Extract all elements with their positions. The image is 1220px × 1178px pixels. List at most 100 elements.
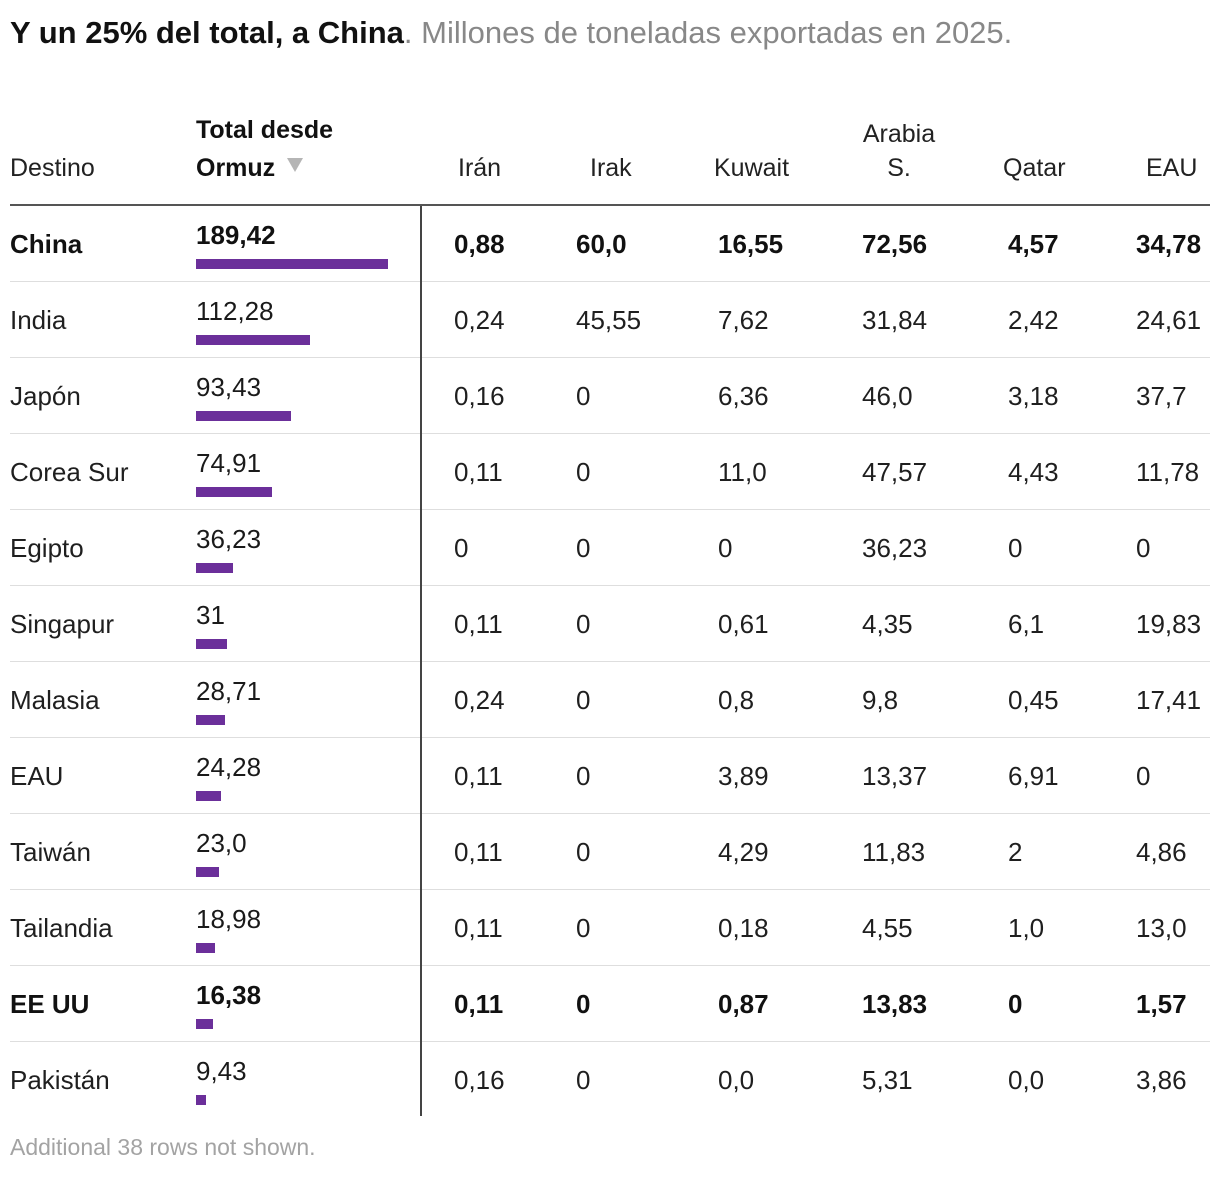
- cell-eau: 0: [1136, 533, 1151, 563]
- cell-eau: 19,83: [1136, 609, 1202, 639]
- cell-arabia: 5,31: [862, 1065, 913, 1095]
- cell-iran: 0,24: [454, 685, 505, 715]
- cell-destino: Singapur: [10, 609, 115, 639]
- title-subtitle: Millones de toneladas exportadas en 2025…: [412, 15, 1013, 50]
- cell-total: 112,28: [196, 296, 274, 326]
- cell-total: 24,28: [196, 752, 262, 782]
- header-eau[interactable]: EAU: [1146, 154, 1198, 182]
- total-bar: [196, 335, 310, 345]
- header-qatar[interactable]: Qatar: [1003, 154, 1066, 182]
- column-divider: [420, 206, 422, 1116]
- header-divider: [10, 204, 1210, 206]
- cell-destino: Japón: [10, 381, 81, 411]
- cell-qatar: 0,0: [1008, 1065, 1045, 1095]
- row-divider: [10, 509, 1210, 510]
- cell-destino: Malasia: [10, 685, 100, 715]
- cell-arabia: 11,83: [862, 837, 926, 867]
- cell-eau: 1,57: [1136, 989, 1187, 1019]
- cell-qatar: 1,0: [1008, 913, 1045, 943]
- cell-destino: Pakistán: [10, 1065, 110, 1095]
- table-row: Japón 93,43 0,16 0 6,36 46,0 3,18 37,7: [10, 358, 1210, 434]
- cell-iran: 0,11: [454, 837, 503, 867]
- sort-descending-icon[interactable]: [287, 158, 304, 173]
- cell-qatar: 0: [1008, 533, 1023, 563]
- cell-total: 31: [196, 600, 225, 630]
- table-row: Pakistán 9,43 0,16 0 0,0 5,31 0,0 3,86: [10, 1042, 1210, 1118]
- total-bar: [196, 943, 215, 953]
- total-bar: [196, 259, 388, 269]
- cell-irak: 0: [576, 989, 591, 1019]
- cell-destino: Taiwán: [10, 837, 91, 867]
- footnote: Additional 38 rows not shown.: [10, 1134, 316, 1160]
- cell-arabia: 4,55: [862, 913, 913, 943]
- cell-destino: Egipto: [10, 533, 84, 563]
- cell-qatar: 0,45: [1008, 685, 1059, 715]
- cell-qatar: 2,42: [1008, 305, 1059, 335]
- header-total-line2[interactable]: Ormuz: [196, 150, 304, 187]
- cell-irak: 0: [576, 761, 591, 791]
- cell-irak: 60,0: [576, 229, 627, 259]
- cell-irak: 0: [576, 533, 591, 563]
- header-total-label: Ormuz: [196, 154, 276, 182]
- row-divider: [10, 1041, 1210, 1042]
- cell-arabia: 72,56: [862, 229, 928, 259]
- cell-total: 36,23: [196, 524, 262, 554]
- cell-iran: 0,11: [454, 913, 503, 943]
- cell-qatar: 6,91: [1008, 761, 1059, 791]
- cell-kuwait: 0,0: [718, 1065, 755, 1095]
- total-bar: [196, 563, 233, 573]
- total-bar: [196, 487, 272, 497]
- cell-eau: 0: [1136, 761, 1151, 791]
- cell-kuwait: 0,87: [718, 989, 769, 1019]
- cell-total: 74,91: [196, 448, 262, 478]
- cell-kuwait: 11,0: [718, 457, 767, 487]
- table-row: EE UU 16,38 0,11 0 0,87 13,83 0 1,57: [10, 966, 1210, 1042]
- cell-irak: 0: [576, 913, 591, 943]
- row-divider: [10, 357, 1210, 358]
- total-bar: [196, 639, 227, 649]
- total-bar: [196, 791, 221, 801]
- cell-kuwait: 0,8: [718, 685, 755, 715]
- row-divider: [10, 737, 1210, 738]
- cell-destino: China: [10, 229, 83, 259]
- cell-kuwait: 3,89: [718, 761, 769, 791]
- cell-irak: 0: [576, 381, 591, 411]
- cell-total: 28,71: [196, 676, 262, 706]
- header-arabia-line2[interactable]: S.: [887, 154, 911, 182]
- header-total-line1[interactable]: Total desde: [196, 116, 334, 144]
- cell-destino: India: [10, 305, 67, 335]
- total-bar: [196, 715, 225, 725]
- row-divider: [10, 281, 1210, 282]
- row-divider: [10, 661, 1210, 662]
- cell-arabia: 13,83: [862, 989, 928, 1019]
- cell-qatar: 4,57: [1008, 229, 1059, 259]
- table-row: India 112,28 0,24 45,55 7,62 31,84 2,42 24,61: [10, 282, 1210, 358]
- row-divider: [10, 889, 1210, 890]
- cell-eau: 34,78: [1136, 229, 1202, 259]
- cell-destino: Corea Sur: [10, 457, 129, 487]
- total-bar: [196, 1019, 213, 1029]
- cell-total: 93,43: [196, 372, 262, 402]
- total-bar: [196, 411, 291, 421]
- cell-irak: 0: [576, 457, 591, 487]
- row-divider: [10, 433, 1210, 434]
- header-arabia-line1[interactable]: Arabia: [862, 120, 936, 148]
- cell-total: 9,43: [196, 1056, 247, 1086]
- cell-kuwait: 0,18: [718, 913, 769, 943]
- header-iran[interactable]: Irán: [458, 154, 502, 182]
- header-irak[interactable]: Irak: [590, 154, 632, 182]
- cell-iran: 0,11: [454, 457, 503, 487]
- cell-destino: Tailandia: [10, 913, 113, 943]
- cell-qatar: 6,1: [1008, 609, 1045, 639]
- cell-eau: 24,61: [1136, 305, 1202, 335]
- cell-iran: 0,11: [454, 761, 503, 791]
- cell-iran: 0,11: [454, 989, 504, 1019]
- table-row: Malasia 28,71 0,24 0 0,8 9,8 0,45 17,41: [10, 662, 1210, 738]
- total-bar: [196, 867, 219, 877]
- header-kuwait[interactable]: Kuwait: [714, 154, 790, 182]
- cell-iran: 0,88: [454, 229, 505, 259]
- title-separator: .: [403, 15, 413, 50]
- cell-eau: 4,86: [1136, 837, 1187, 867]
- cell-arabia: 4,35: [862, 609, 913, 639]
- header-destino[interactable]: Destino: [10, 154, 95, 182]
